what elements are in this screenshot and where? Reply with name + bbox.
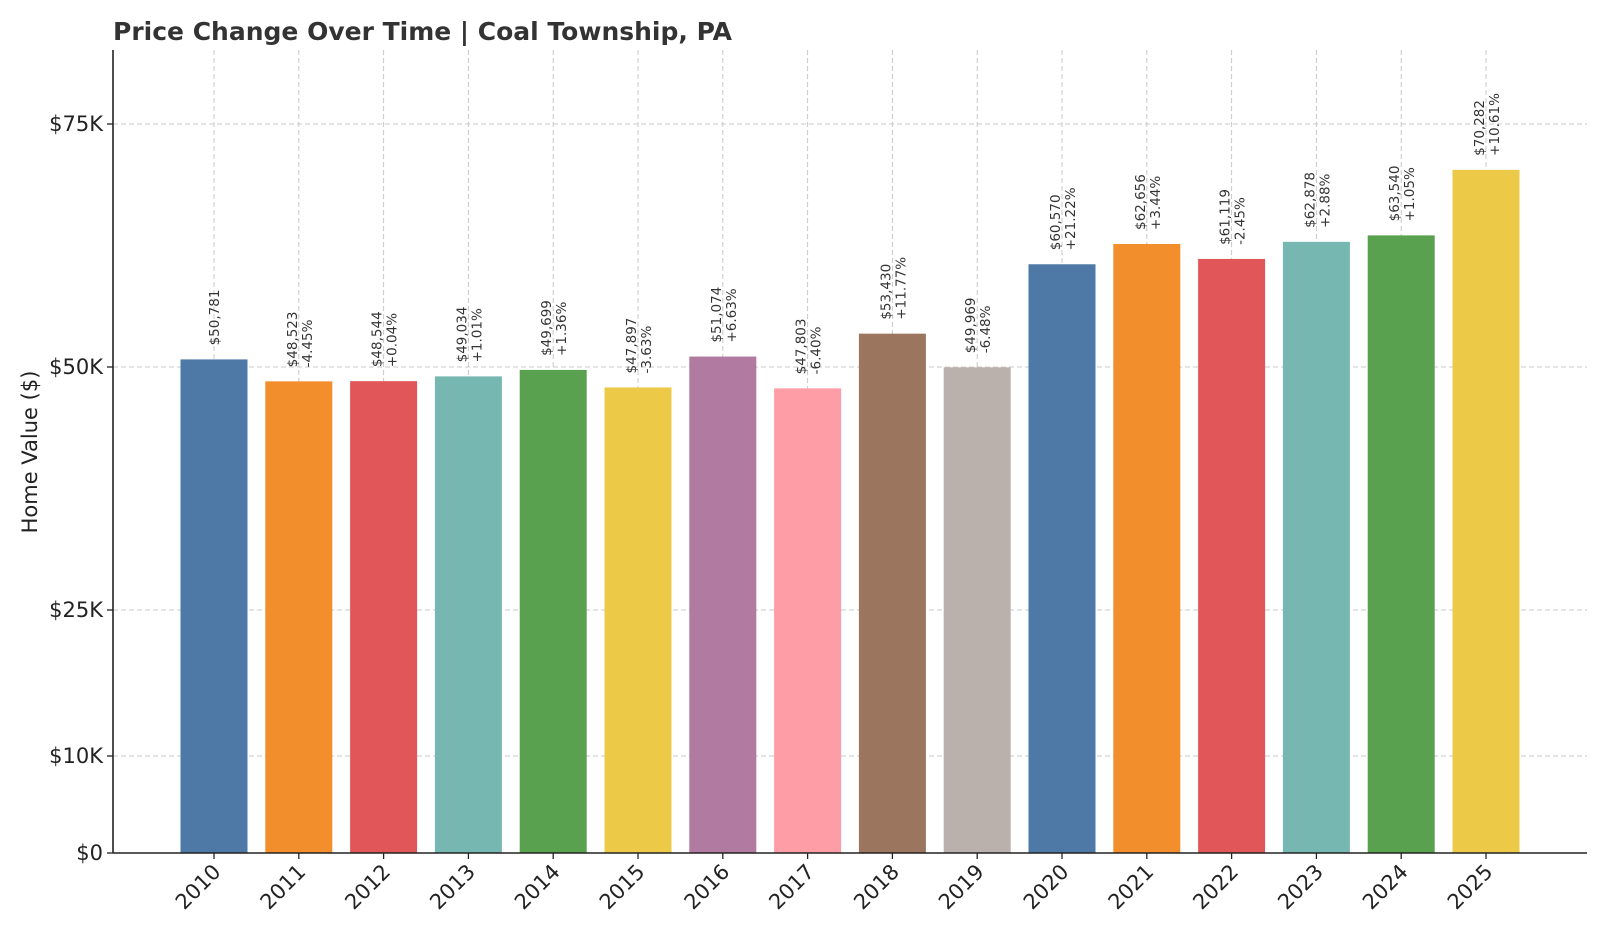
y-tick-label: $50K — [49, 355, 104, 379]
x-tick-label: 2012 — [340, 860, 395, 915]
x-tick-label: 2015 — [595, 860, 650, 915]
y-axis-label: Home Value ($) — [18, 371, 42, 534]
bar-annotation-2017: $47,803 -6.40% — [794, 319, 825, 375]
y-tick-label: $0 — [76, 841, 103, 865]
bar-annotation-2022: $61,119 -2.45% — [1218, 189, 1249, 245]
bar-change-label: -6.48% — [978, 305, 994, 353]
bar-annotation-2012: $48,544 +0.04% — [370, 311, 401, 367]
bar-value-label: $48,544 — [370, 311, 386, 367]
bar-value-label: $62,878 — [1302, 172, 1318, 228]
x-tick-label: 2023 — [1273, 860, 1328, 915]
bar-2024 — [1367, 235, 1435, 853]
bar-change-label: +21.22% — [1063, 187, 1079, 250]
bar-2013 — [434, 376, 502, 853]
bar-change-label: +1.36% — [554, 302, 570, 356]
bar-2017 — [774, 388, 842, 853]
bar-change-label: +1.05% — [1402, 167, 1418, 221]
bar-annotation-2015: $47,897 -3.63% — [624, 318, 655, 374]
bar-2020 — [1028, 264, 1096, 853]
bar-annotation-2014: $49,699 +1.36% — [539, 300, 570, 356]
y-tick-label: $25K — [49, 598, 104, 622]
bar-change-label: +10.61% — [1487, 93, 1503, 156]
bar-change-label: +0.04% — [385, 313, 401, 367]
bar-2022 — [1198, 258, 1266, 853]
bar-annotation-2020: $60,570 +21.22% — [1048, 187, 1079, 250]
bar-value-label: $62,656 — [1133, 174, 1149, 230]
x-tick-label: 2025 — [1443, 860, 1498, 915]
bar-2025 — [1452, 169, 1520, 854]
x-tick-label: 2020 — [1019, 860, 1074, 915]
bar-change-label: +3.44% — [1148, 176, 1164, 230]
bar-change-label: -2.45% — [1233, 197, 1249, 245]
bar-annotation-2013: $49,034 +1.01% — [454, 307, 485, 363]
bar-2018 — [858, 333, 926, 853]
bar-value-label: $49,699 — [539, 300, 555, 356]
bar-2021 — [1113, 243, 1181, 854]
bar-value-label: $47,803 — [794, 319, 810, 375]
bar-annotation-2024: $63,540 +1.05% — [1387, 166, 1418, 222]
x-tick-label: 2013 — [425, 860, 480, 915]
bar-change-label: +11.77% — [893, 257, 909, 320]
bar-value-label: $48,523 — [285, 312, 301, 368]
x-tick-label: 2018 — [849, 860, 904, 915]
bar-annotation-2021: $62,656 +3.44% — [1133, 174, 1164, 230]
bar-2014 — [519, 369, 587, 853]
bar-2011 — [265, 381, 333, 853]
bar-value-label: $51,074 — [709, 287, 725, 343]
bar-change-label: +1.01% — [469, 308, 485, 362]
bar-value-label: $63,540 — [1387, 166, 1403, 222]
bar-annotation-2018: $53,430 +11.77% — [878, 257, 909, 320]
bar-annotation-2010: $50,781 — [207, 290, 223, 346]
bar-2010 — [180, 359, 248, 853]
bar-value-label: $70,282 — [1472, 100, 1488, 156]
bar-value-label: $47,897 — [624, 318, 640, 374]
bar-change-label: +6.63% — [724, 288, 740, 342]
chart-title: Price Change Over Time | Coal Township, … — [113, 17, 733, 46]
grid-lines — [113, 50, 1587, 853]
bar-annotations: $50,781 $48,523 -4.45% $48,544 +0.04% $49,034… — [207, 93, 1503, 374]
bar-value-label: $49,034 — [454, 307, 470, 363]
x-tick-label: 2022 — [1188, 860, 1243, 915]
bar-value-label: $53,430 — [878, 264, 894, 320]
bar-change-label: -6.40% — [809, 326, 825, 374]
bar-change-label: -4.45% — [300, 319, 316, 367]
x-tick-label: 2021 — [1104, 860, 1159, 915]
x-tick-label: 2014 — [510, 860, 565, 915]
bar-annotation-2016: $51,074 +6.63% — [709, 287, 740, 343]
bar-annotation-2011: $48,523 -4.45% — [285, 312, 316, 368]
y-tick-label: $75K — [49, 112, 104, 136]
x-tick-label: 2011 — [256, 860, 311, 915]
bar-annotation-2019: $49,969 -6.48% — [963, 297, 994, 353]
bar-2019 — [943, 367, 1011, 853]
y-tick-label: $10K — [49, 744, 104, 768]
x-tick-label: 2019 — [934, 860, 989, 915]
bar-change-label: +2.88% — [1317, 173, 1333, 227]
bar-2023 — [1282, 241, 1350, 854]
x-tick-label: 2017 — [764, 860, 819, 915]
x-tick-label: 2024 — [1358, 860, 1413, 915]
bar-value-label: $61,119 — [1218, 189, 1234, 245]
bar-value-label: $49,969 — [963, 297, 979, 353]
x-tick-label: 2016 — [680, 860, 735, 915]
bar-annotation-2023: $62,878 +2.88% — [1302, 172, 1333, 228]
bar-change-label: -3.63% — [639, 326, 655, 374]
bar-annotation-2025: $70,282 +10.61% — [1472, 93, 1503, 156]
bar-2015 — [604, 387, 672, 853]
bars — [180, 169, 1520, 854]
bar-value-label: $60,570 — [1048, 194, 1064, 250]
x-tick-label: 2010 — [171, 860, 226, 915]
bar-2016 — [689, 356, 757, 853]
bar-value-label: $50,781 — [207, 290, 223, 346]
bar-2012 — [350, 381, 418, 853]
